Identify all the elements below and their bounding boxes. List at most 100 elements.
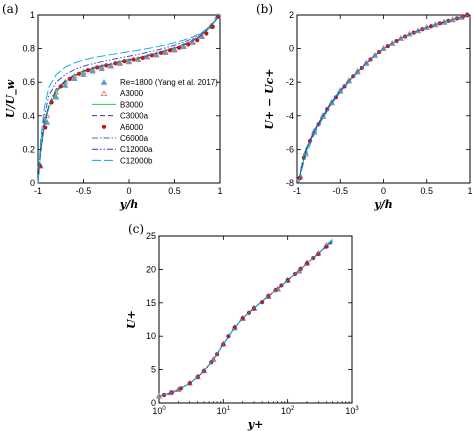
series-c12000b — [37, 14, 221, 184]
y-axis-label: U+ − Uc+ — [263, 68, 276, 129]
y-tick-label: -4 — [286, 111, 294, 121]
series-c3000a — [158, 242, 333, 397]
y-tick-label: 0.2 — [22, 144, 35, 154]
data-point — [37, 164, 42, 169]
y-tick-label: -8 — [286, 178, 294, 188]
legend-label: A3000 — [120, 89, 144, 98]
legend-label: A6000 — [120, 123, 144, 132]
data-point — [89, 67, 96, 74]
x-tick-exponent: 2 — [291, 406, 295, 412]
data-point — [44, 112, 51, 118]
legend-label: B3000 — [120, 100, 144, 109]
data-point — [44, 119, 51, 125]
series-line — [37, 14, 221, 184]
y-tick-label: 0.8 — [22, 44, 35, 54]
y-tick-label: 0 — [151, 398, 156, 408]
data-point — [259, 300, 265, 305]
legend-label: Re=1800 (Yang et al. 2017) — [120, 78, 218, 87]
data-point — [43, 125, 48, 130]
series-line — [37, 14, 221, 184]
y-axis-label: U/U_w — [4, 79, 18, 118]
legend-label: C12000a — [120, 145, 153, 154]
y-tick-label: 0 — [289, 44, 294, 54]
panel-a-chart: -1 -0.5 0 0.5 1 0 0.2 0.4 0.6 0.8 1 y/h U/U_w (a) Re=1… — [2, 2, 223, 211]
data-point — [324, 244, 329, 249]
x-tick-label: 0 — [126, 186, 131, 196]
y-tick-label: 0 — [30, 178, 35, 188]
x-tick-exponent: 0 — [162, 406, 166, 412]
data-point — [210, 356, 217, 362]
series-line — [298, 14, 469, 184]
legend-marker — [101, 124, 107, 129]
data-point — [131, 57, 136, 62]
data-point — [95, 65, 100, 70]
series-c12000a — [37, 14, 221, 184]
x-tick-label: 1 — [217, 186, 222, 196]
y-tick-label: 5 — [151, 365, 156, 375]
y-tick-label: -6 — [286, 144, 294, 154]
x-tick-label: -1 — [293, 186, 301, 196]
x-tick-label: 0 — [381, 186, 386, 196]
x-tick-label: 0.5 — [420, 186, 433, 196]
x-axis-label: y/h — [373, 198, 392, 211]
series-line — [37, 14, 221, 184]
data-point — [62, 82, 69, 88]
legend-label: C6000a — [120, 134, 149, 143]
series-re-1800-yang-et-al-2017- — [297, 11, 470, 179]
x-tick-label: -1 — [34, 186, 42, 196]
data-point — [186, 42, 191, 47]
panel-label: (a) — [2, 2, 19, 16]
legend-label: C12000b — [120, 156, 153, 165]
series-b3000 — [37, 14, 221, 184]
series-line — [298, 14, 469, 184]
panel-label: (b) — [256, 2, 273, 16]
y-tick-label: -2 — [286, 77, 294, 87]
data-point — [167, 48, 173, 53]
y-tick-label: 20 — [146, 264, 156, 274]
series-c6000a — [298, 14, 469, 184]
x-tick-exponent: 1 — [227, 406, 231, 412]
series-a6000 — [297, 12, 470, 181]
x-tick-label: -0.5 — [76, 186, 92, 196]
series-line — [158, 242, 333, 397]
x-tick-label: 101 — [217, 406, 231, 416]
y-tick-label: 2 — [289, 10, 294, 20]
y-tick-label: 0.6 — [22, 77, 35, 87]
series-line — [37, 14, 221, 184]
x-tick-exponent: 3 — [355, 406, 359, 412]
data-point — [53, 93, 60, 100]
legend-label: C3000a — [120, 112, 149, 121]
x-tick-label: 102 — [281, 406, 295, 416]
plot-frame — [158, 235, 353, 404]
y-tick-label: 15 — [146, 298, 156, 308]
x-tick-label: 1 — [467, 186, 472, 196]
series-b3000 — [298, 14, 469, 184]
data-point — [67, 76, 72, 81]
plot-frame — [296, 14, 471, 184]
x-tick-label: 103 — [345, 406, 359, 416]
series-a3000 — [296, 11, 471, 181]
series-line — [298, 14, 469, 184]
legend-marker — [100, 79, 108, 85]
y-axis-label: U+ — [125, 310, 138, 329]
y-tick-label: 10 — [146, 331, 156, 341]
series-line — [158, 239, 333, 397]
x-tick-label: 100 — [152, 406, 166, 416]
data-point — [85, 68, 91, 73]
y-tick-label: 0.4 — [22, 111, 35, 121]
y-tick-label: 25 — [146, 231, 156, 241]
data-point — [210, 24, 215, 29]
data-point — [195, 38, 200, 43]
data-point — [204, 31, 209, 36]
x-tick-label: -0.5 — [332, 186, 348, 196]
panel-label: (c) — [128, 222, 144, 236]
legend: Re=1800 (Yang et al. 2017) A3000 B3000 C300… — [92, 78, 218, 165]
panel-b-chart: -1 -0.5 0 0.5 1 -8 -6 -4 -2 0 2 y/h U+ − Uc+ (b) — [256, 2, 473, 211]
x-tick-label: 0.5 — [168, 186, 181, 196]
x-axis-label: y/h — [119, 198, 138, 211]
series-c6000a — [37, 14, 221, 184]
series-c3000a — [298, 14, 469, 184]
y-tick-label: 1 — [30, 10, 35, 20]
